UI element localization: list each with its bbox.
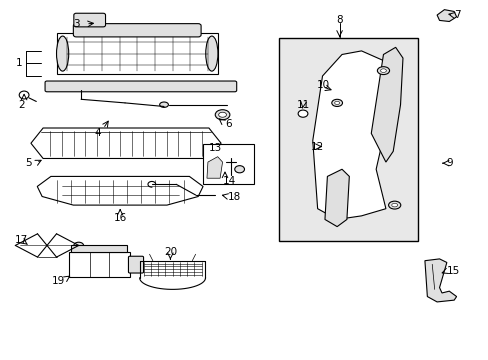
Text: 4: 4	[95, 129, 102, 138]
Ellipse shape	[331, 99, 342, 107]
Polygon shape	[312, 51, 395, 220]
Polygon shape	[31, 128, 221, 158]
Ellipse shape	[377, 67, 389, 75]
Text: 14: 14	[222, 176, 235, 186]
Ellipse shape	[159, 102, 168, 107]
FancyBboxPatch shape	[45, 81, 236, 92]
Bar	[278, 39, 417, 241]
FancyBboxPatch shape	[128, 256, 143, 273]
Polygon shape	[206, 157, 222, 178]
Ellipse shape	[57, 36, 69, 71]
Bar	[71, 245, 127, 252]
Text: 20: 20	[163, 247, 177, 257]
Polygon shape	[424, 259, 456, 302]
Ellipse shape	[205, 36, 218, 71]
Bar	[57, 33, 217, 74]
Text: 8: 8	[336, 15, 342, 26]
Text: 12: 12	[311, 141, 324, 152]
Ellipse shape	[215, 110, 229, 120]
Polygon shape	[436, 10, 456, 22]
FancyBboxPatch shape	[74, 13, 105, 27]
Ellipse shape	[19, 91, 29, 99]
Text: 2: 2	[18, 100, 24, 110]
FancyBboxPatch shape	[73, 24, 201, 37]
Text: 7: 7	[453, 10, 460, 20]
Text: 19: 19	[52, 276, 65, 286]
Polygon shape	[370, 47, 402, 162]
Ellipse shape	[388, 201, 400, 209]
Ellipse shape	[298, 110, 307, 117]
Bar	[203, 144, 254, 184]
Text: 9: 9	[446, 158, 452, 168]
Ellipse shape	[234, 166, 244, 173]
Text: 11: 11	[297, 100, 310, 110]
Bar	[69, 252, 130, 277]
Polygon shape	[325, 169, 348, 226]
Text: 15: 15	[446, 266, 459, 276]
Text: 13: 13	[208, 143, 222, 153]
Text: 6: 6	[225, 120, 232, 129]
Text: 5: 5	[25, 158, 32, 168]
Text: 17: 17	[15, 235, 28, 245]
Text: 10: 10	[316, 80, 329, 90]
Ellipse shape	[334, 101, 339, 104]
Text: 3: 3	[73, 19, 80, 29]
Ellipse shape	[74, 242, 83, 249]
Ellipse shape	[218, 112, 226, 117]
Text: 1: 1	[16, 58, 22, 68]
Text: 18: 18	[227, 192, 240, 202]
Polygon shape	[37, 176, 203, 205]
Ellipse shape	[391, 203, 397, 207]
Ellipse shape	[380, 69, 386, 72]
Text: 16: 16	[113, 213, 126, 222]
